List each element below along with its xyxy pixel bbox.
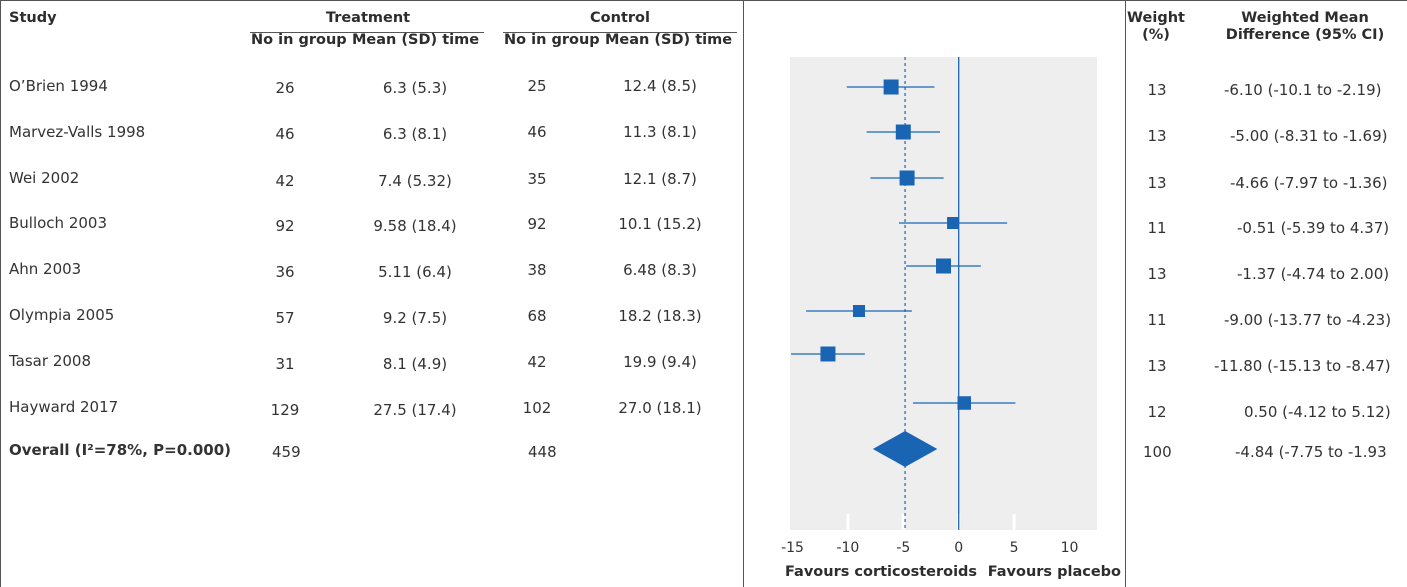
study-estimate-square: [883, 79, 899, 95]
divider-table-chart: [743, 0, 744, 587]
wmd-value: -5.00 (-8.31 to -1.69): [1230, 127, 1388, 145]
wmd-value: 0.50 (-4.12 to 5.12): [1244, 403, 1391, 421]
tick-label: 5: [1010, 540, 1019, 556]
study-estimate-square: [899, 170, 915, 186]
tick-label: 0: [954, 540, 963, 556]
overall-label: Overall (I²=78%, P=0.000): [9, 441, 231, 459]
study-estimate-square: [852, 305, 865, 317]
wmd-header-line1: Weighted Mean: [1241, 10, 1369, 26]
wmd-value: -6.10 (-10.1 to -2.19): [1224, 81, 1382, 99]
control-n: 68: [527, 307, 547, 325]
weight-header-line2: (%): [1142, 27, 1170, 43]
control-header: Control: [590, 10, 650, 26]
overall-wmd: -4.84 (-7.75 to -1.93: [1235, 443, 1387, 461]
control-mean: 10.1 (15.2): [618, 215, 702, 233]
treatment-underline: [250, 32, 484, 33]
control-mean: 11.3 (8.1): [623, 123, 697, 141]
control-mean: 18.2 (18.3): [618, 307, 702, 325]
treatment-n-header: No in group: [251, 32, 347, 48]
study-estimate-square: [895, 124, 911, 140]
treatment-n: 57: [275, 309, 295, 327]
control-underline: [503, 32, 737, 33]
treatment-mean: 6.3 (8.1): [382, 125, 448, 143]
control-n: 102: [522, 399, 552, 417]
control-mean: 6.48 (8.3): [623, 261, 697, 279]
weight-value: 12: [1147, 403, 1167, 421]
overall-weight: 100: [1143, 443, 1172, 461]
weight-header-line1: Weight: [1127, 10, 1185, 26]
study-estimate-square: [957, 396, 971, 410]
weight-value: 13: [1147, 357, 1167, 375]
control-n: 42: [527, 353, 547, 371]
control-n: 38: [527, 261, 547, 279]
weight-value: 11: [1147, 219, 1167, 237]
tick-label: -15: [781, 540, 804, 556]
treatment-mean: 9.58 (18.4): [373, 217, 457, 235]
overall-diamond: [872, 431, 938, 467]
weight-value: 13: [1147, 81, 1167, 99]
wmd-value: -4.66 (-7.97 to -1.36): [1230, 174, 1388, 192]
tick-label: 10: [1061, 540, 1079, 556]
treatment-n: 26: [275, 79, 295, 97]
treatment-n: 129: [270, 401, 300, 419]
treatment-n: 46: [275, 125, 295, 143]
treatment-mean: 5.11 (6.4): [378, 263, 452, 281]
control-mean-header: Mean (SD) time: [605, 32, 733, 48]
treatment-n: 36: [275, 263, 295, 281]
study-estimate-square: [936, 258, 952, 274]
control-n: 46: [527, 123, 547, 141]
wmd-value: -1.37 (-4.74 to 2.00): [1237, 265, 1390, 283]
study-name: Bulloch 2003: [9, 214, 108, 232]
study-name: Olympia 2005: [9, 306, 115, 324]
control-n: 92: [527, 215, 547, 233]
treatment-mean-header: Mean (SD) time: [352, 32, 480, 48]
plot-panel: [790, 57, 1097, 530]
treatment-n: 92: [275, 217, 295, 235]
treatment-mean: 9.2 (7.5): [382, 309, 448, 327]
control-mean: 12.1 (8.7): [623, 170, 697, 188]
xlabel-left: Favours corticosteroids: [785, 564, 977, 580]
left-border: [0, 0, 1, 587]
control-mean: 27.0 (18.1): [618, 399, 702, 417]
study-header: Study: [9, 10, 57, 26]
study-name: Ahn 2003: [9, 260, 82, 278]
control-mean: 19.9 (9.4): [623, 353, 697, 371]
tick-label: -10: [836, 540, 859, 556]
study-name: O’Brien 1994: [9, 77, 108, 95]
overall-treatment-n: 459: [272, 443, 301, 461]
wmd-value: -0.51 (-5.39 to 4.37): [1237, 219, 1390, 237]
wmd-header-line2: Difference (95% CI): [1225, 27, 1385, 43]
study-estimate-square: [947, 217, 960, 229]
treatment-header: Treatment: [325, 10, 411, 26]
study-name: Wei 2002: [9, 169, 80, 187]
weight-value: 13: [1147, 174, 1167, 192]
xlabel-right: Favours placebo: [988, 564, 1121, 580]
study-name: Marvez-Valls 1998: [9, 123, 146, 141]
tick-label: -5: [896, 540, 910, 556]
top-border: [0, 0, 1407, 1]
overall-control-n: 448: [528, 443, 557, 461]
control-n: 35: [527, 170, 547, 188]
treatment-n: 42: [275, 172, 295, 190]
treatment-n: 31: [275, 355, 295, 373]
divider-chart-weight: [1125, 0, 1126, 587]
weight-value: 11: [1147, 311, 1167, 329]
wmd-value: -11.80 (-15.13 to -8.47): [1214, 357, 1391, 375]
study-estimate-square: [820, 346, 836, 362]
control-n-header: No in group: [504, 32, 600, 48]
weight-value: 13: [1147, 127, 1167, 145]
treatment-mean: 8.1 (4.9): [382, 355, 448, 373]
treatment-mean: 7.4 (5.32): [378, 172, 452, 190]
treatment-mean: 27.5 (17.4): [373, 401, 457, 419]
wmd-value: -9.00 (-13.77 to -4.23): [1224, 311, 1392, 329]
study-name: Tasar 2008: [9, 352, 91, 370]
treatment-mean: 6.3 (5.3): [382, 79, 448, 97]
control-n: 25: [527, 77, 547, 95]
control-mean: 12.4 (8.5): [623, 77, 697, 95]
weight-value: 13: [1147, 265, 1167, 283]
study-name: Hayward 2017: [9, 398, 119, 416]
